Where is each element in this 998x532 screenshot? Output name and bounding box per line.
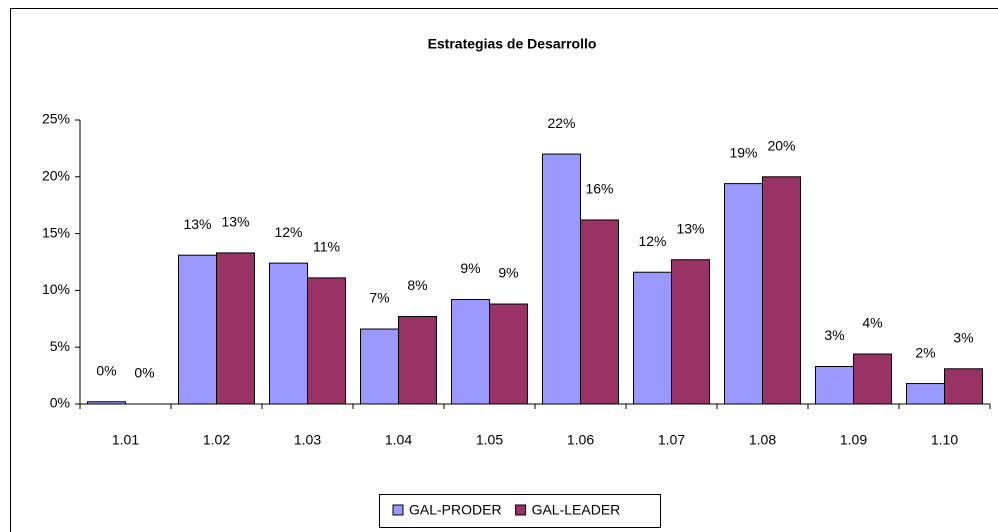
bar xyxy=(87,401,126,405)
y-tick-label: 0% xyxy=(50,395,70,411)
bar xyxy=(853,353,892,405)
bar xyxy=(762,176,801,405)
bar xyxy=(269,262,308,405)
bar xyxy=(489,303,528,405)
x-tick-label: 1.07 xyxy=(658,432,685,448)
y-tick-label: 15% xyxy=(42,224,70,240)
x-tick-label: 1.05 xyxy=(476,432,503,448)
legend-swatch xyxy=(515,504,527,516)
data-label: 7% xyxy=(369,290,389,306)
bar xyxy=(906,383,945,405)
data-label: 13% xyxy=(676,220,704,236)
bar xyxy=(398,316,437,405)
x-tick-label: 1.02 xyxy=(203,432,230,448)
data-label: 20% xyxy=(767,138,795,154)
legend-label: GAL-LEADER xyxy=(532,502,621,518)
chart-title: Estrategias de Desarrollo xyxy=(428,36,597,52)
bar xyxy=(580,219,619,405)
x-tick-label: 1.03 xyxy=(294,432,321,448)
y-tick-label: 10% xyxy=(42,281,70,297)
bar xyxy=(360,328,399,405)
data-label: 0% xyxy=(96,362,116,378)
data-label: 11% xyxy=(313,239,340,255)
chart-frame xyxy=(10,8,998,532)
data-label: 3% xyxy=(824,327,844,343)
x-tick-label: 1.04 xyxy=(385,432,412,448)
bar xyxy=(178,254,217,405)
bar xyxy=(944,368,983,405)
data-label: 4% xyxy=(862,315,882,331)
bar xyxy=(216,252,255,405)
x-tick-label: 1.09 xyxy=(840,432,867,448)
bar xyxy=(815,366,854,405)
bar xyxy=(724,183,763,405)
x-tick-label: 1.08 xyxy=(749,432,776,448)
data-label: 0% xyxy=(134,365,154,381)
data-label: 13% xyxy=(183,216,211,232)
y-tick-label: 5% xyxy=(50,338,70,354)
bar xyxy=(307,277,346,405)
y-tick-label: 20% xyxy=(42,168,70,184)
legend-label: GAL-PRODER xyxy=(409,502,502,518)
x-tick-label: 1.06 xyxy=(567,432,594,448)
data-label: 13% xyxy=(221,214,249,230)
bar xyxy=(671,259,710,405)
data-label: 8% xyxy=(407,277,427,293)
bar xyxy=(542,153,581,405)
bar xyxy=(633,271,672,405)
data-label: 16% xyxy=(585,181,613,197)
legend-swatch xyxy=(392,504,404,516)
y-tick-label: 25% xyxy=(42,111,70,127)
x-tick-label: 1.01 xyxy=(112,432,139,448)
data-label: 9% xyxy=(460,260,480,276)
data-label: 3% xyxy=(953,329,973,345)
data-label: 12% xyxy=(638,233,666,249)
data-label: 22% xyxy=(547,115,575,131)
data-label: 2% xyxy=(915,344,935,360)
data-label: 9% xyxy=(498,265,518,281)
bar xyxy=(451,298,490,405)
x-tick-label: 1.10 xyxy=(931,432,958,448)
data-label: 19% xyxy=(729,144,757,160)
data-label: 12% xyxy=(274,224,302,240)
